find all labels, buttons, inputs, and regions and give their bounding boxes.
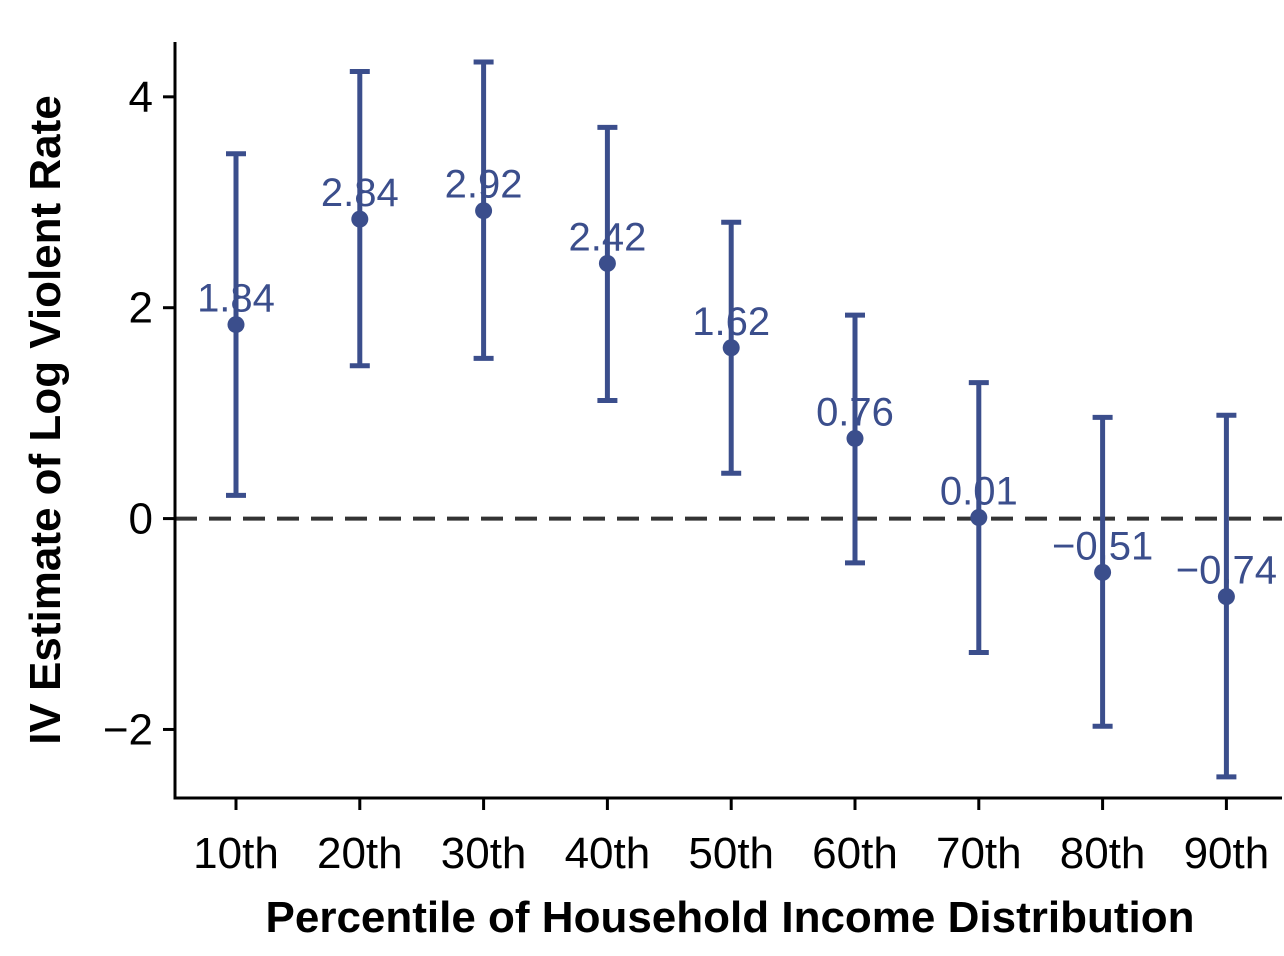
- x-tick-label: 90th: [1184, 829, 1270, 878]
- x-tick-label: 20th: [317, 829, 403, 878]
- data-point: [1094, 563, 1112, 581]
- data-label: 1.62: [692, 300, 770, 344]
- data-label: 0.76: [816, 390, 894, 434]
- x-tick-label: 60th: [812, 829, 898, 878]
- data-point: [598, 254, 616, 272]
- data-label: −0.74: [1176, 549, 1277, 593]
- y-tick-label: 0: [129, 495, 153, 544]
- y-axis-title: IV Estimate of Log Violent Rate: [21, 95, 70, 745]
- data-point: [1217, 588, 1235, 606]
- data-point: [722, 339, 740, 357]
- data-point: [227, 316, 245, 334]
- y-tick-label: −2: [103, 705, 153, 754]
- x-tick-label: 80th: [1060, 829, 1146, 878]
- x-tick-label: 70th: [936, 829, 1022, 878]
- data-label: 0.01: [940, 470, 1018, 514]
- x-tick-label: 10th: [193, 829, 279, 878]
- data-point: [475, 202, 493, 220]
- data-label: 2.84: [321, 171, 399, 215]
- x-tick-label: 50th: [688, 829, 774, 878]
- data-point: [846, 429, 864, 447]
- data-point: [970, 509, 988, 527]
- x-tick-label: 40th: [565, 829, 651, 878]
- y-tick-label: 2: [129, 284, 153, 333]
- x-tick-label: 30th: [441, 829, 527, 878]
- data-label: 2.42: [568, 215, 646, 259]
- y-tick-label: 4: [129, 73, 153, 122]
- data-label: −0.51: [1052, 524, 1153, 568]
- x-axis-title: Percentile of Household Income Distribut…: [266, 893, 1195, 942]
- data-label: 2.92: [445, 163, 523, 207]
- data-point: [351, 210, 369, 228]
- data-label: 1.84: [197, 277, 275, 321]
